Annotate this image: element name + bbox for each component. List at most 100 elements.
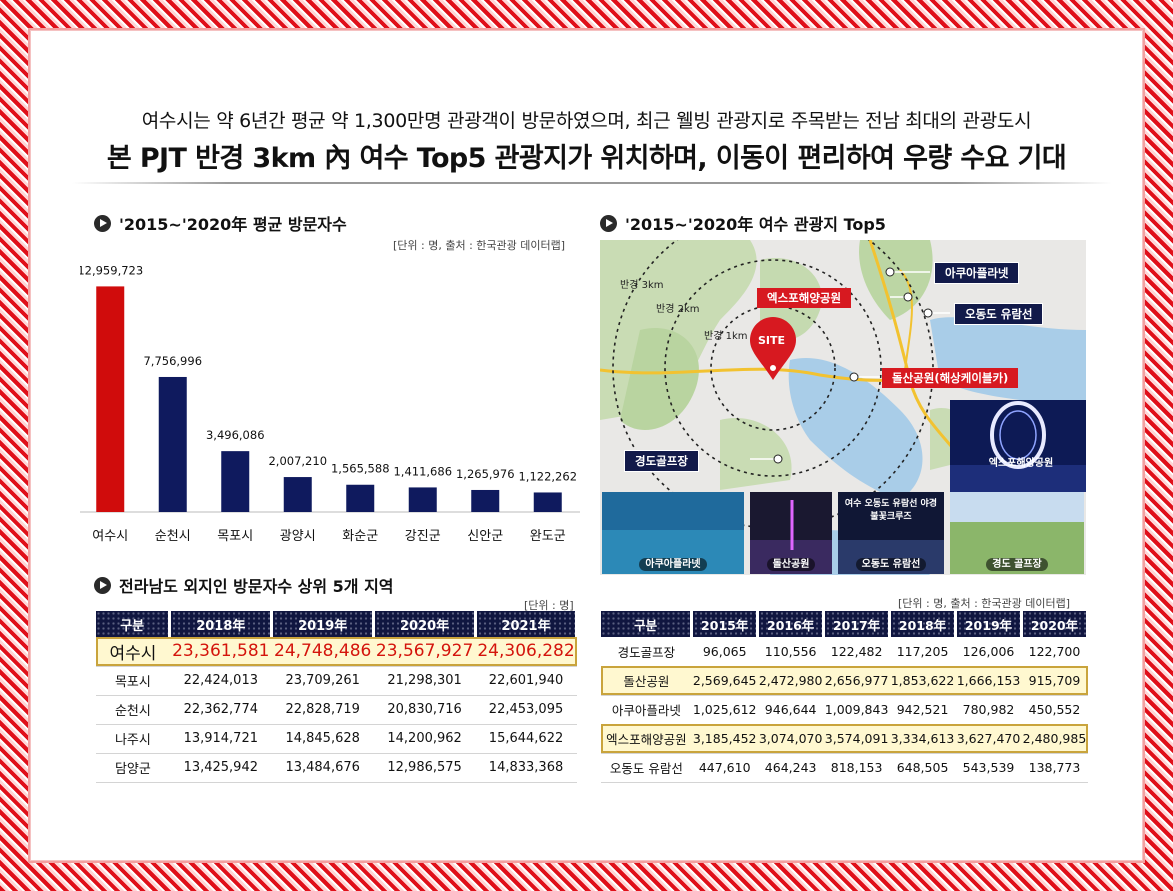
visitors-note: [단위 : 명, 출처 : 한국관광 데이터랩] [393, 239, 566, 252]
category-label: 여수시 [92, 529, 128, 544]
table-cell: 122,700 [1021, 637, 1088, 667]
table-cell: 13,914,721 [169, 724, 272, 754]
table-cell: 23,709,261 [271, 666, 374, 696]
table-cell: 110,556 [757, 637, 824, 667]
foreign-visitors-table: 구분 2018年 2019年 2020年 2021年 여수시 23,361,581 24,7… [96, 611, 578, 783]
table-cell: 15,644,622 [475, 724, 577, 754]
bar-4 [346, 484, 375, 512]
map-label-odongdo: 오동도 유람선 [954, 303, 1044, 325]
photo-golf: 경도 골프장 [950, 492, 1084, 574]
foreign-note: [단위 : 명] [524, 599, 574, 612]
table-row: 아쿠아플라넷 1,025,612 946,644 1,009,843 942,521 78… [601, 695, 1088, 725]
table-row: 목포시 22,424,013 23,709,261 21,298,301 22,601,… [96, 666, 577, 696]
category-label: 완도군 [530, 529, 566, 544]
table-cell: 780,982 [955, 695, 1022, 725]
table-row: 담양군 13,425,942 13,484,676 12,986,575 14,833,… [96, 753, 577, 783]
table-cell: 818,153 [823, 753, 890, 783]
column-header: 구분 [96, 611, 172, 637]
bar-value-label: 1,122,262 [518, 469, 577, 483]
visitors-section-title: '2015~'2020年 평균 방문자수 [94, 211, 347, 235]
bar-0 [96, 286, 125, 512]
table-cell: 2,656,977 [823, 666, 890, 696]
row-label: 엑스포해양공원 [601, 724, 692, 754]
table-cell: 450,552 [1021, 695, 1088, 725]
table-cell: 447,610 [691, 753, 758, 783]
photo-caption: 아쿠아플라넷 [639, 558, 707, 571]
category-label: 순천시 [155, 529, 191, 544]
table-cell: 464,243 [757, 753, 824, 783]
table-cell: 3,334,613 [889, 724, 956, 754]
play-bullet-icon [600, 214, 617, 232]
table-cell: 1,025,612 [691, 695, 758, 725]
table-cell: 126,006 [955, 637, 1022, 667]
radius-2km-label: 반경 2km [656, 304, 700, 315]
table-cell: 3,627,470 [955, 724, 1022, 754]
table-row: 경도골프장 96,065 110,556 122,482 117,205 126,006 1… [601, 637, 1088, 667]
foreign-section-title: 전라남도 외지인 방문자수 상위 5개 지역 [94, 573, 394, 597]
table-cell: 3,574,091 [823, 724, 890, 754]
bar-value-label: 1,411,686 [393, 464, 452, 478]
bar-value-label: 12,959,723 [80, 263, 143, 277]
table-cell: 13,425,942 [169, 753, 272, 783]
column-header: 2015年 [691, 611, 760, 637]
table-cell: 1,666,153 [955, 666, 1022, 696]
photo-dolsan: 돌산공원 [750, 492, 832, 574]
column-header: 2018年 [889, 611, 958, 637]
table-cell: 942,521 [889, 695, 956, 725]
bar-value-label: 1,265,976 [456, 467, 515, 481]
table-cell: 22,828,719 [271, 695, 374, 725]
column-header: 2017年 [823, 611, 892, 637]
photo-caption: 오동도 유람선 [855, 558, 927, 571]
site-label: SITE [758, 334, 786, 347]
top5-note: [단위 : 명, 출처 : 한국관광 데이터랩] [898, 597, 1071, 610]
category-label: 화순군 [342, 529, 378, 544]
bar-value-label: 3,496,086 [206, 428, 265, 442]
visitors-bar-chart: 12,959,723 여수시 7,756,996 순천시 3,496,086 목포시 2,0… [80, 263, 580, 544]
table-cell: 23,361,581 [169, 637, 272, 667]
inset-caption: 엑스포해양공원 [988, 458, 1054, 469]
table-cell: 1,853,622 [889, 666, 956, 696]
table-row: 엑스포해양공원 3,185,452 3,074,070 3,574,091 3,334,… [601, 724, 1088, 754]
table-row: 여수시 23,361,581 24,748,486 23,567,927 24,306,… [96, 637, 577, 667]
table-cell: 1,009,843 [823, 695, 890, 725]
row-label: 순천시 [96, 695, 170, 725]
top5-title-text: '2015~'2020年 여수 관광지 Top5 [625, 215, 886, 234]
table-row: 돌산공원 2,569,645 2,472,980 2,656,977 1,853,622… [601, 666, 1088, 696]
map-label-expo: 엑스포해양공원 [757, 288, 852, 308]
table-cell: 20,830,716 [373, 695, 476, 725]
bar-3 [283, 477, 312, 512]
map-label-aqua: 아쿠아플라넷 [934, 262, 1020, 284]
bar-2 [221, 451, 250, 512]
column-header: 2020年 [373, 611, 478, 637]
photo-cruise: 여수 오동도 유람선 야경불꽃크루즈 오동도 유람선 [838, 492, 944, 574]
play-bullet-icon [94, 214, 111, 232]
tourism-map: 반경 3km 반경 2km 반경 1km SITE 아쿠아플라넷 엑스포해양공원… [600, 240, 1086, 575]
table-cell: 138,773 [1021, 753, 1088, 783]
table-cell: 13,484,676 [271, 753, 374, 783]
table-cell: 915,709 [1021, 666, 1088, 696]
bar-5 [408, 487, 437, 512]
row-label: 아쿠아플라넷 [601, 695, 692, 725]
table-cell: 24,306,282 [475, 637, 577, 667]
photo-caption: 돌산공원 [766, 558, 816, 571]
table-cell: 3,185,452 [691, 724, 758, 754]
bar-value-label: 7,756,996 [143, 354, 202, 368]
bar-7 [533, 492, 562, 512]
row-label: 나주시 [96, 724, 170, 754]
table-cell: 12,986,575 [373, 753, 476, 783]
radius-3km-label: 반경 3km [620, 280, 664, 291]
row-label: 경도골프장 [601, 637, 692, 667]
headline-summary: 여수시는 약 6년간 평균 약 1,300만명 관광객이 방문하였으며, 최근 … [141, 110, 1032, 132]
table-cell: 2,569,645 [691, 666, 758, 696]
column-header: 구분 [601, 611, 694, 637]
map-label-dolsan: 돌산공원(해상케이블카) [882, 368, 1019, 388]
column-header: 2019年 [271, 611, 376, 637]
table-cell: 946,644 [757, 695, 824, 725]
table-cell: 22,601,940 [475, 666, 577, 696]
table-cell: 96,065 [691, 637, 758, 667]
table-cell: 21,298,301 [373, 666, 476, 696]
photo-caption: 경도 골프장 [986, 558, 1048, 571]
row-label: 담양군 [96, 753, 170, 783]
table-cell: 14,845,628 [271, 724, 374, 754]
divider [72, 182, 1112, 184]
